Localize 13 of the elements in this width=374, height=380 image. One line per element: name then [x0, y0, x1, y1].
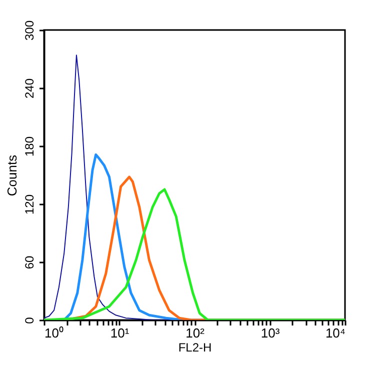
y-axis-title: Counts: [4, 154, 20, 196]
x-tick-label: 10¹: [110, 326, 130, 340]
x-tick-label: 10⁰: [44, 326, 64, 340]
x-axis-title: FL2-H: [178, 340, 212, 354]
x-tick-label: 10⁴: [325, 326, 346, 340]
x-tick-label: 10³: [260, 326, 280, 340]
y-tick-label: 180: [22, 136, 36, 157]
y-tick-label: 120: [22, 194, 36, 215]
y-tick-label: 60: [22, 256, 36, 270]
x-tick-label: 10²: [186, 326, 206, 340]
y-tick-label: 0: [22, 316, 36, 324]
y-tick-label: 300: [22, 20, 36, 41]
y-tick-label: 240: [22, 78, 36, 99]
